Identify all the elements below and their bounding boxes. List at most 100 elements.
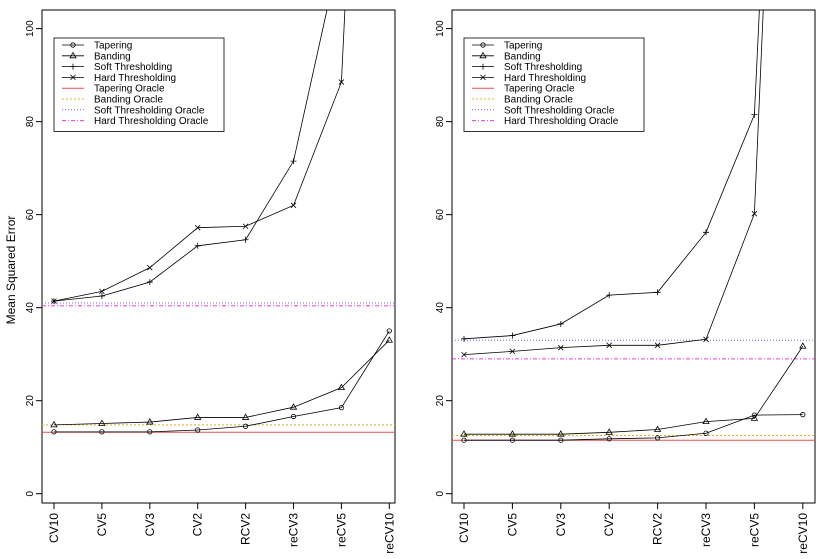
data-point <box>98 419 106 426</box>
x-tick-label: RCV2 <box>651 513 665 545</box>
x-tick-label: CV10 <box>457 513 471 543</box>
y-tick-label: 40 <box>435 302 446 314</box>
y-tick-label: 100 <box>435 20 446 37</box>
data-point <box>194 224 201 231</box>
plot-frame <box>41 9 396 504</box>
legend-label: Banding Oracle <box>504 95 573 106</box>
data-point <box>557 320 564 327</box>
data-point <box>460 430 468 437</box>
legend-box <box>463 37 645 132</box>
legend-label: Hard Thresholding <box>94 73 176 84</box>
data-point <box>654 342 661 349</box>
legend-marker <box>479 51 487 59</box>
y-tick-label: 80 <box>435 116 446 128</box>
y-tick-label: 80 <box>25 116 36 128</box>
data-point <box>51 429 57 435</box>
legend-label: Hard Thresholding <box>504 73 586 84</box>
y-axis-label: Mean Squared Error <box>4 216 18 325</box>
x-tick-label: reCV5 <box>334 513 348 547</box>
data-point <box>702 417 710 425</box>
legend-marker <box>69 51 77 59</box>
data-point <box>98 293 105 300</box>
data-point <box>241 413 250 420</box>
legend-marker <box>70 63 76 70</box>
chart-panel-left: 0 20 40 60 80 100 CV10 CV5 CV3 CV2 RCV2 reCV3 reCV5 r… <box>25 9 396 554</box>
data-point <box>338 405 344 411</box>
data-point <box>194 413 202 420</box>
data-point <box>557 430 565 437</box>
data-point <box>558 344 564 351</box>
series-line <box>463 10 764 356</box>
y-tick-label: 0 <box>435 490 446 496</box>
data-point <box>194 242 201 249</box>
x-tick-label: reCV3 <box>699 513 713 547</box>
x-tick-label: CV3 <box>554 513 568 537</box>
data-point <box>654 289 661 296</box>
x-tick-label: RCV2 <box>239 513 253 545</box>
data-point <box>606 342 612 349</box>
data-point <box>750 414 759 421</box>
data-point <box>654 435 661 441</box>
series-line <box>464 414 803 441</box>
data-point <box>50 420 58 428</box>
data-point <box>147 429 153 435</box>
data-point <box>703 336 709 343</box>
chart-panel-right: 0 20 40 60 80 100 CV10 CV5 CV3 CV2 RCV2 reCV3 reCV5 r… <box>435 9 816 554</box>
data-point <box>385 336 393 343</box>
data-point <box>751 210 758 217</box>
data-point <box>606 436 612 442</box>
legend-label: Banding <box>504 51 541 62</box>
data-point <box>461 437 467 443</box>
data-point <box>509 348 516 355</box>
x-tick-label: reCV5 <box>747 513 761 547</box>
data-point <box>146 418 154 425</box>
plot-area <box>452 10 815 443</box>
data-point <box>606 292 613 299</box>
legend-label: Hard Thresholding Oracle <box>94 116 209 127</box>
x-tick-label: CV10 <box>47 513 61 543</box>
legend-label: Soft Thresholding Oracle <box>504 105 615 116</box>
data-point <box>242 236 249 243</box>
data-point <box>605 428 613 435</box>
data-point <box>508 430 517 437</box>
data-point <box>653 425 662 432</box>
data-point <box>800 412 806 418</box>
x-tick-label: CV3 <box>143 513 157 537</box>
legend-label: Tapering <box>504 41 542 52</box>
data-point <box>799 342 807 349</box>
data-point <box>147 264 153 271</box>
data-point <box>509 437 516 443</box>
legend-marker <box>70 74 76 81</box>
x-tick-label: CV5 <box>95 513 109 537</box>
data-point <box>461 335 467 342</box>
legend-label: Soft Thresholding Oracle <box>94 105 205 116</box>
legend-label: Banding <box>94 51 131 62</box>
series-line <box>464 346 804 435</box>
y-tick-label: 100 <box>25 20 36 37</box>
data-point <box>146 279 153 286</box>
series-line <box>54 330 390 433</box>
legend-label: Hard Thresholding Oracle <box>504 116 619 127</box>
data-point <box>289 403 298 410</box>
legend-marker <box>70 42 76 48</box>
data-point <box>509 332 516 339</box>
y-tick-label: 60 <box>435 209 446 221</box>
data-point <box>99 288 105 295</box>
y-tick-label: 60 <box>25 209 36 221</box>
data-point <box>242 223 249 230</box>
series-line <box>53 10 328 302</box>
series-line <box>53 339 390 426</box>
y-tick-label: 40 <box>25 302 36 314</box>
data-point <box>338 79 345 85</box>
legend-label: Tapering <box>94 41 132 52</box>
x-tick-label: CV2 <box>191 513 205 537</box>
data-point <box>558 437 564 443</box>
x-tick-label: reCV3 <box>287 513 301 547</box>
legend-label: Tapering Oracle <box>504 84 575 95</box>
data-point <box>195 427 201 433</box>
data-point <box>51 298 57 304</box>
legend-label: Tapering Oracle <box>94 84 165 95</box>
legend-label: Banding Oracle <box>94 95 163 106</box>
data-point <box>461 351 467 358</box>
